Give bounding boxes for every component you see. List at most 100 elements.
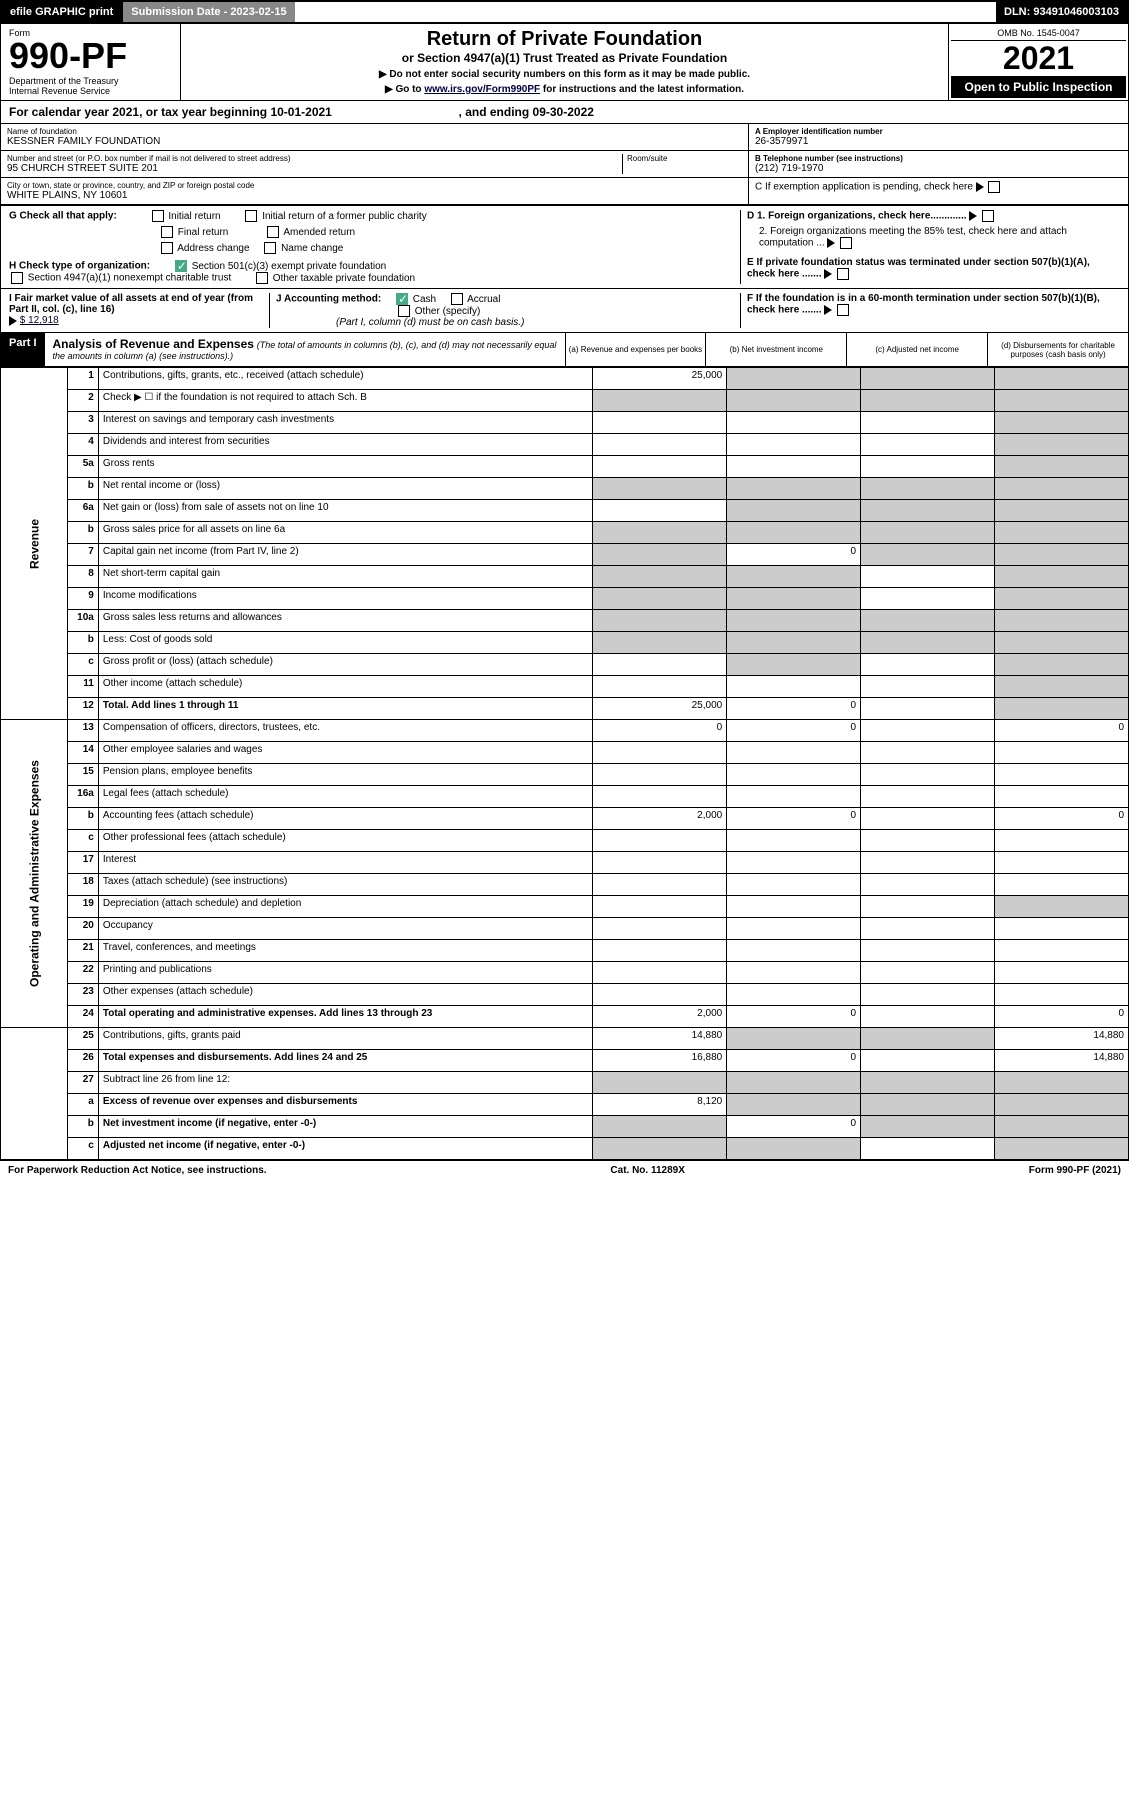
foundation-name: KESSNER FAMILY FOUNDATION (7, 136, 742, 147)
desc-text: Total operating and administrative expen… (103, 1008, 433, 1019)
line-num: b (67, 632, 98, 654)
e-checkbox[interactable] (837, 268, 849, 280)
line-desc: Net investment income (if negative, ente… (98, 1116, 592, 1138)
open-public: Open to Public Inspection (951, 76, 1126, 98)
h-501c3-checkbox[interactable] (175, 260, 187, 272)
j-cash-checkbox[interactable] (396, 293, 408, 305)
form-number: 990-PF (9, 38, 172, 74)
f-checkbox[interactable] (837, 304, 849, 316)
col-a-val: 2,000 (593, 808, 727, 830)
line-desc: Pension plans, employee benefits (98, 764, 592, 786)
col-d-val: 0 (995, 1006, 1129, 1028)
d1-checkbox[interactable] (982, 210, 994, 222)
j-accrual-checkbox[interactable] (451, 293, 463, 305)
line-desc: Interest (98, 852, 592, 874)
phone-value: (212) 719-1970 (755, 163, 1122, 174)
form-header: Form 990-PF Department of the Treasury I… (0, 24, 1129, 101)
line-num: 5a (67, 456, 98, 478)
table-row: 8Net short-term capital gain (1, 566, 1129, 588)
calendar-year-row: For calendar year 2021, or tax year begi… (0, 101, 1129, 124)
g-initial-former-checkbox[interactable] (245, 210, 257, 222)
table-row: 7Capital gain net income (from Part IV, … (1, 544, 1129, 566)
table-row: 16aLegal fees (attach schedule) (1, 786, 1129, 808)
table-row: 9Income modifications (1, 588, 1129, 610)
col-b-header: (b) Net investment income (705, 333, 846, 366)
section-ij: I Fair market value of all assets at end… (0, 288, 1129, 333)
line-num: 8 (67, 566, 98, 588)
table-row: 10aGross sales less returns and allowanc… (1, 610, 1129, 632)
col-d-val: 0 (995, 808, 1129, 830)
table-row: 26Total expenses and disbursements. Add … (1, 1050, 1129, 1072)
name-label: Name of foundation (7, 127, 742, 136)
i-value[interactable]: $ 12,918 (20, 315, 59, 326)
table-row: 6aNet gain or (loss) from sale of assets… (1, 500, 1129, 522)
line-num: 23 (67, 984, 98, 1006)
line-desc: Income modifications (98, 588, 592, 610)
d2-checkbox[interactable] (840, 237, 852, 249)
table-row: 14Other employee salaries and wages (1, 742, 1129, 764)
dept-label: Department of the Treasury Internal Reve… (9, 76, 172, 96)
g-namechange-checkbox[interactable] (264, 242, 276, 254)
line-num: b (67, 478, 98, 500)
table-row: bLess: Cost of goods sold (1, 632, 1129, 654)
revenue-side-label: Revenue (1, 368, 68, 720)
table-row: 12Total. Add lines 1 through 1125,0000 (1, 698, 1129, 720)
line-desc: Excess of revenue over expenses and disb… (98, 1094, 592, 1116)
g-final-checkbox[interactable] (161, 226, 173, 238)
form-title-block: Return of Private Foundation or Section … (181, 24, 948, 100)
line-desc: Total. Add lines 1 through 11 (98, 698, 592, 720)
f-label: F If the foundation is in a 60-month ter… (747, 293, 1100, 316)
col-b-val: 0 (727, 1116, 861, 1138)
col-a-val: 8,120 (593, 1094, 727, 1116)
h-4947-checkbox[interactable] (11, 272, 23, 284)
line-num: 14 (67, 742, 98, 764)
efile-label[interactable]: efile GRAPHIC print (2, 2, 121, 22)
table-row: 23Other expenses (attach schedule) (1, 984, 1129, 1006)
d1-label: D 1. Foreign organizations, check here..… (747, 211, 967, 222)
col-c-header: (c) Adjusted net income (846, 333, 987, 366)
j-cash: Cash (413, 294, 436, 305)
foundation-info: Name of foundation KESSNER FAMILY FOUNDA… (0, 124, 1129, 205)
note2-pre: ▶ Go to (385, 84, 424, 95)
g-addrchange-checkbox[interactable] (161, 242, 173, 254)
c-checkbox[interactable] (988, 181, 1000, 193)
line-desc: Less: Cost of goods sold (98, 632, 592, 654)
table-row: 18Taxes (attach schedule) (see instructi… (1, 874, 1129, 896)
irs-link[interactable]: www.irs.gov/Form990PF (424, 84, 540, 95)
dln: DLN: 93491046003103 (996, 2, 1127, 22)
col-d-val: 14,880 (995, 1050, 1129, 1072)
table-row: 24 Total operating and administrative exp… (1, 1006, 1129, 1028)
e-label: E If private foundation status was termi… (747, 257, 1090, 280)
line-desc: Gross rents (98, 456, 592, 478)
room-label: Room/suite (627, 154, 742, 163)
desc-text: Excess of revenue over expenses and disb… (103, 1096, 358, 1107)
line-num: 20 (67, 918, 98, 940)
h-opt2: Section 4947(a)(1) nonexempt charitable … (28, 273, 231, 284)
line-num: 3 (67, 412, 98, 434)
j-other-checkbox[interactable] (398, 305, 410, 317)
table-row: a Excess of revenue over expenses and dis… (1, 1094, 1129, 1116)
g-opt-1: Initial return of a former public charit… (262, 211, 427, 222)
table-row: 20Occupancy (1, 918, 1129, 940)
part1-title: Analysis of Revenue and Expenses (53, 337, 254, 351)
line-num: 24 (67, 1006, 98, 1028)
table-row: 11Other income (attach schedule) (1, 676, 1129, 698)
line-num: a (67, 1094, 98, 1116)
table-row: cGross profit or (loss) (attach schedule… (1, 654, 1129, 676)
addr-row: Number and street (or P.O. box number if… (1, 151, 748, 178)
part1-table: Revenue 1Contributions, gifts, grants, e… (0, 367, 1129, 1160)
col-b-val: 0 (727, 544, 861, 566)
line-desc: Taxes (attach schedule) (see instruction… (98, 874, 592, 896)
h-other-checkbox[interactable] (256, 272, 268, 284)
calyear-pre: For calendar year 2021, or tax year begi… (9, 105, 270, 119)
line-desc: Other employee salaries and wages (98, 742, 592, 764)
col-b-val (727, 368, 861, 390)
line-desc: Total expenses and disbursements. Add li… (98, 1050, 592, 1072)
line-num: 27 (67, 1072, 98, 1094)
g-initial-checkbox[interactable] (152, 210, 164, 222)
g-amended-checkbox[interactable] (267, 226, 279, 238)
g-opt-4: Address change (177, 243, 249, 254)
page-footer: For Paperwork Reduction Act Notice, see … (0, 1160, 1129, 1180)
col-c-val (861, 368, 995, 390)
col-b-val: 0 (727, 720, 861, 742)
